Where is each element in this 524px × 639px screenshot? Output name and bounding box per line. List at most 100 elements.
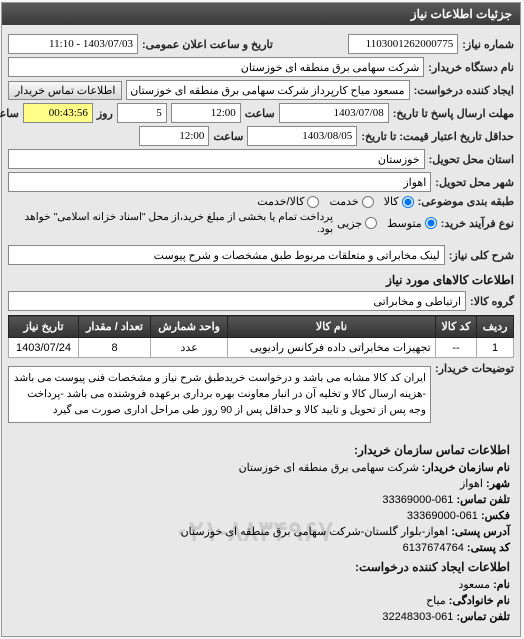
th-date: تاریخ نیاز (10, 316, 80, 338)
th-unit: واحد شمارش (152, 316, 229, 338)
row-creator: ایجاد کننده درخواست: اطلاعات تماس خریدار (9, 80, 515, 100)
table-row[interactable]: 1 -- تجهیزات مخابراتی داده فرکانس رادیوی… (10, 338, 515, 358)
remaining-time-input (24, 103, 94, 123)
process-label: نوع فرآیند خرید: (442, 217, 515, 230)
radio-medium-label: متوسط (388, 217, 423, 230)
province-input[interactable] (9, 149, 426, 169)
contact-tel-label: تلفن تماس: (457, 611, 511, 623)
description-box: ایران کد کالا مشابه می باشد و درخواست خر… (9, 366, 432, 423)
goods-group-label: گروه کالا: (471, 295, 515, 308)
main-panel: جزئیات اطلاعات نیاز شماره نیاز: تاریخ و … (2, 2, 522, 637)
table-header-row: ردیف کد کالا نام کالا واحد شمارش تعداد /… (10, 316, 515, 338)
contact-org-label: نام سازمان خریدار: (423, 462, 511, 474)
panel-body: شماره نیاز: تاریخ و ساعت اعلان عمومی: نا… (3, 25, 521, 636)
description-label: توضیحات خریدار: (436, 362, 515, 375)
radio-medium-input[interactable] (426, 217, 438, 229)
th-name: نام کالا (229, 316, 437, 338)
th-qty: تعداد / مقدار (80, 316, 152, 338)
contact-info-button[interactable]: اطلاعات تماس خریدار (9, 81, 123, 100)
remaining-label: ساعت باقی مانده (0, 107, 20, 120)
contact-postal-label: آدرس پستی: (452, 526, 511, 538)
contact-city-line: شهر: اهواز (13, 477, 511, 490)
request-number-label: شماره نیاز: (463, 38, 515, 51)
price-validity-time-input[interactable] (140, 126, 210, 146)
creator-section-title: اطلاعات ایجاد کننده درخواست: (13, 560, 511, 574)
th-code: کد کالا (436, 316, 477, 338)
td-qty: 8 (80, 338, 152, 358)
td-unit: عدد (152, 338, 229, 358)
row-buyer-org: نام دستگاه خریدار: (9, 57, 515, 77)
announce-datetime-input[interactable] (9, 34, 139, 54)
row-category: طبقه بندی موضوعی: کالا خدمت کالا/خدمت (9, 195, 515, 208)
creator-label: ایجاد کننده درخواست: (415, 84, 515, 97)
deadline-time-input[interactable] (172, 103, 242, 123)
contact-org-value: شرکت سهامی برق منطقه ای خوزستان (240, 462, 420, 474)
contact-fax-label: فکس: (482, 510, 511, 522)
row-deadline: مهلت ارسال پاسخ تا تاریخ: ساعت روز ساعت … (9, 103, 515, 123)
goods-group-input[interactable] (9, 291, 467, 311)
days-input[interactable] (118, 103, 168, 123)
th-row: ردیف (478, 316, 515, 338)
contact-tel-value: 061-32248303 (383, 611, 454, 623)
contact-postal-value: اهواز-بلوار گلستان-شرکت سهامی برق منطقه … (182, 526, 450, 538)
radio-goods-input[interactable] (403, 196, 415, 208)
td-name: تجهیزات مخابراتی داده فرکانس رادیویی (229, 338, 437, 358)
contact-lastname-label: نام خانوادگی: (450, 595, 511, 607)
deadline-date-input[interactable] (280, 103, 390, 123)
td-code: -- (436, 338, 477, 358)
radio-goods-service[interactable]: کالا/خدمت (258, 195, 320, 208)
contact-lastname-value: میاح (427, 595, 447, 607)
province-label: استان محل تحویل: (430, 153, 515, 166)
contact-city-value: اهواز (461, 478, 484, 490)
radio-goods[interactable]: کالا (385, 195, 415, 208)
price-validity-date-input[interactable] (248, 126, 358, 146)
contact-postcode-label: کد پستی: (468, 542, 511, 554)
contact-section-title: اطلاعات تماس سازمان خریدار: (13, 443, 511, 457)
contact-fax-line: فکس: 061-33369000 (13, 509, 511, 522)
deadline-label: مهلت ارسال پاسخ تا تاریخ: (394, 107, 515, 120)
contact-section: ۰۲۱-۸۸۳۴۹۶۷۰ اطلاعات تماس سازمان خریدار:… (9, 431, 515, 630)
radio-goods-service-label: کالا/خدمت (258, 195, 305, 208)
buyer-org-input[interactable] (9, 57, 425, 77)
city-label: شهر محل تحویل: (436, 176, 515, 189)
row-goods-group: گروه کالا: (9, 291, 515, 311)
row-need-title: شرح کلی نیاز: (9, 245, 515, 265)
radio-partial[interactable]: جزیی (338, 217, 378, 230)
payment-note: پرداخت تمام یا بخشی از مبلغ خرید،از محل … (9, 211, 334, 235)
radio-goods-service-input[interactable] (308, 196, 320, 208)
contact-city-label: شهر: (487, 478, 511, 490)
goods-section-title: اطلاعات کالاهای مورد نیاز (9, 273, 515, 287)
radio-service[interactable]: خدمت (330, 195, 374, 208)
radio-service-label: خدمت (330, 195, 359, 208)
contact-name-value: مسعود (459, 579, 491, 591)
goods-table: ردیف کد کالا نام کالا واحد شمارش تعداد /… (9, 315, 515, 358)
radio-goods-label: کالا (385, 195, 400, 208)
radio-partial-input[interactable] (366, 217, 378, 229)
need-title-input[interactable] (9, 245, 446, 265)
time-label-1: ساعت (246, 107, 276, 120)
radio-service-input[interactable] (363, 196, 375, 208)
radio-medium[interactable]: متوسط (388, 217, 438, 230)
row-city: شهر محل تحویل: (9, 172, 515, 192)
td-date: 1403/07/24 (10, 338, 80, 358)
contact-phone-line: تلفن تماس: 061-33369000 (13, 493, 511, 506)
category-label: طبقه بندی موضوعی: (419, 195, 515, 208)
need-title-label: شرح کلی نیاز: (450, 249, 515, 262)
contact-phone-value: 061-33369000 (383, 494, 454, 506)
panel-title: جزئیات اطلاعات نیاز (3, 3, 521, 25)
days-label: روز (98, 107, 114, 120)
creator-input[interactable] (127, 80, 410, 100)
contact-name-line: نام: مسعود (13, 578, 511, 591)
radio-partial-label: جزیی (338, 217, 363, 230)
contact-postal-line: آدرس پستی: اهواز-بلوار گلستان-شرکت سهامی… (13, 525, 511, 538)
request-number-input[interactable] (349, 34, 459, 54)
time-label-2: ساعت (214, 130, 244, 143)
row-price-validity: حداقل تاریخ اعتبار قیمت: تا تاریخ: ساعت (9, 126, 515, 146)
row-description: توضیحات خریدار: ایران کد کالا مشابه می ب… (9, 362, 515, 423)
contact-lastname-line: نام خانوادگی: میاح (13, 594, 511, 607)
process-radio-group: متوسط جزیی (338, 217, 438, 230)
row-process: نوع فرآیند خرید: متوسط جزیی پرداخت تمام … (9, 211, 515, 235)
announce-datetime-label: تاریخ و ساعت اعلان عمومی: (143, 38, 274, 51)
contact-fax-value: 061-33369000 (408, 510, 479, 522)
city-input[interactable] (9, 172, 432, 192)
